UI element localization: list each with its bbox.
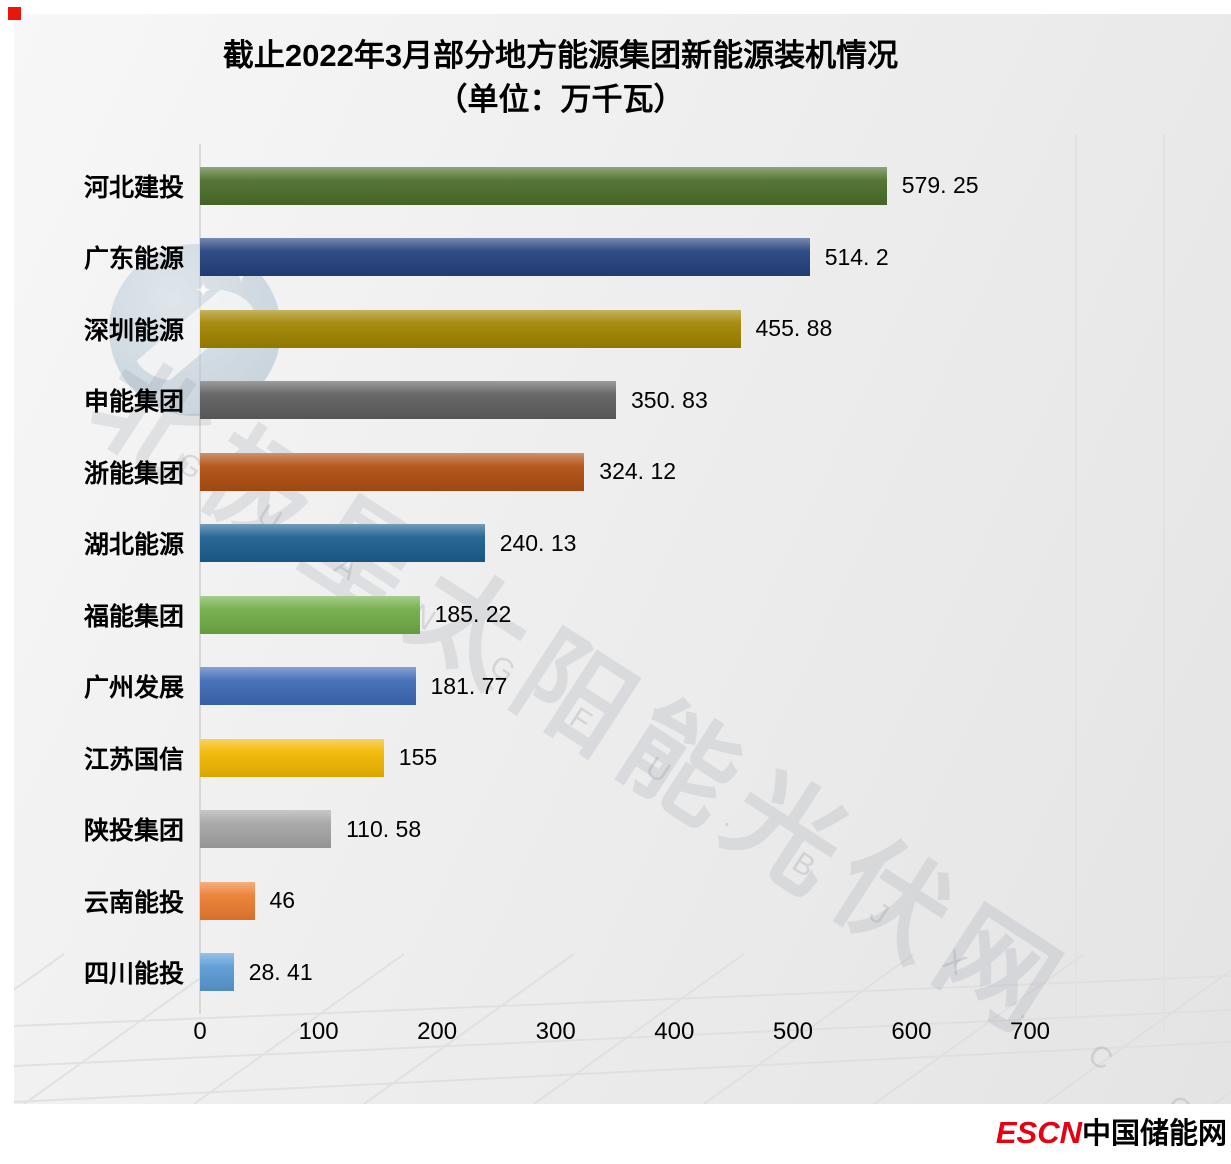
value-label: 455. 88 xyxy=(755,315,833,342)
x-tick: 100 xyxy=(298,1018,339,1045)
bar-row: 广州发展 181. 77 xyxy=(14,651,1231,723)
value-label: 579. 25 xyxy=(901,172,979,199)
value-label: 350. 83 xyxy=(631,386,708,413)
bar-track: 181. 77 xyxy=(200,667,1030,706)
bar xyxy=(200,667,416,706)
x-tick: 500 xyxy=(772,1018,813,1045)
bar xyxy=(200,309,741,348)
bar xyxy=(200,524,485,563)
value-label: 28. 41 xyxy=(248,958,313,985)
bar-row: 广东能源 514. 2 xyxy=(14,222,1231,294)
bar-track: 579. 25 xyxy=(200,166,1030,205)
bar-row: 深圳能源 455. 88 xyxy=(14,293,1231,365)
bar xyxy=(200,381,616,420)
chart-subtitle: （单位：万千瓦） xyxy=(436,82,685,117)
chart-title: 截止2022年3月部分地方能源集团新能源装机情况 xyxy=(222,38,899,73)
bar-track: 455. 88 xyxy=(200,309,1030,348)
bar xyxy=(200,452,585,491)
value-label: 181. 77 xyxy=(430,672,508,699)
category-label: 广州发展 xyxy=(83,674,184,703)
brand-escn: ESCN xyxy=(995,1115,1082,1150)
bar xyxy=(200,238,810,277)
red-marker xyxy=(8,7,21,20)
bar-track: 155 xyxy=(200,738,1030,777)
bar xyxy=(200,881,255,920)
x-tick: 200 xyxy=(417,1018,458,1045)
category-label: 湖北能源 xyxy=(83,531,184,560)
bar-row: 福能集团 185. 22 xyxy=(14,579,1231,651)
x-tick: 300 xyxy=(535,1018,576,1045)
brand-logo: ESCN 中国储能网 xyxy=(989,1110,1227,1152)
x-tick: 700 xyxy=(1009,1018,1051,1045)
x-tick: 0 xyxy=(193,1018,207,1045)
bar-track: 240. 13 xyxy=(200,524,1030,563)
bar-row: 江苏国信 155 xyxy=(14,722,1231,794)
chart-title-block: 截止2022年3月部分地方能源集团新能源装机情况 （单位：万千瓦） xyxy=(14,14,1231,122)
value-label: 514. 2 xyxy=(824,243,889,270)
bar-row: 云南能投 46 xyxy=(14,865,1231,937)
category-label: 陕投集团 xyxy=(83,817,184,846)
bar-track: 46 xyxy=(200,881,1030,920)
category-label: 云南能投 xyxy=(83,888,184,917)
bar-track: 514. 2 xyxy=(200,238,1030,277)
x-tick: 400 xyxy=(654,1018,695,1045)
bar-row: 陕投集团 110. 58 xyxy=(14,794,1231,866)
bar xyxy=(200,595,420,634)
value-label: 155 xyxy=(398,744,438,771)
bar-rows: 河北建投 579. 25 广东能源 514. 2 深圳能源 455. 88 申能集团 350.… xyxy=(14,150,1231,1008)
category-label: 深圳能源 xyxy=(83,316,184,345)
chart-canvas: ✦ ✦ 北极星太阳能光伏网 G U A N G F U . B J X . C … xyxy=(14,14,1231,1104)
category-label: 江苏国信 xyxy=(83,745,184,774)
bar-track: 185. 22 xyxy=(200,595,1030,634)
bar-row: 申能集团 350. 83 xyxy=(14,365,1231,437)
bar xyxy=(200,810,332,849)
value-label: 46 xyxy=(269,887,296,914)
category-label: 河北建投 xyxy=(83,173,184,202)
bar xyxy=(200,738,384,777)
bar xyxy=(200,953,234,992)
bar-row: 浙能集团 324. 12 xyxy=(14,436,1231,508)
bar-track: 324. 12 xyxy=(200,452,1030,491)
value-label: 324. 12 xyxy=(599,458,677,485)
bar-row: 四川能投 28. 41 xyxy=(14,937,1231,1009)
bar-track: 110. 58 xyxy=(200,810,1030,849)
x-tick: 600 xyxy=(891,1018,932,1045)
value-label: 185. 22 xyxy=(434,601,512,628)
watermark-star-icon: ✦ xyxy=(195,280,212,302)
category-label: 浙能集团 xyxy=(83,459,184,488)
bar xyxy=(200,166,887,205)
bar-track: 350. 83 xyxy=(200,381,1030,420)
category-label: 申能集团 xyxy=(83,388,184,417)
x-axis: 0 100 200 300 400 500 600 700 xyxy=(193,1018,1050,1054)
bar-row: 湖北能源 240. 13 xyxy=(14,508,1231,580)
bar-track: 28. 41 xyxy=(200,953,1030,992)
value-label: 110. 58 xyxy=(346,815,422,842)
brand-site-name: 中国储能网 xyxy=(1081,1118,1227,1150)
category-label: 福能集团 xyxy=(83,602,184,631)
category-label: 四川能投 xyxy=(83,960,184,989)
value-label: 240. 13 xyxy=(499,529,577,556)
bar-row: 河北建投 579. 25 xyxy=(14,150,1231,222)
category-label: 广东能源 xyxy=(83,245,184,274)
